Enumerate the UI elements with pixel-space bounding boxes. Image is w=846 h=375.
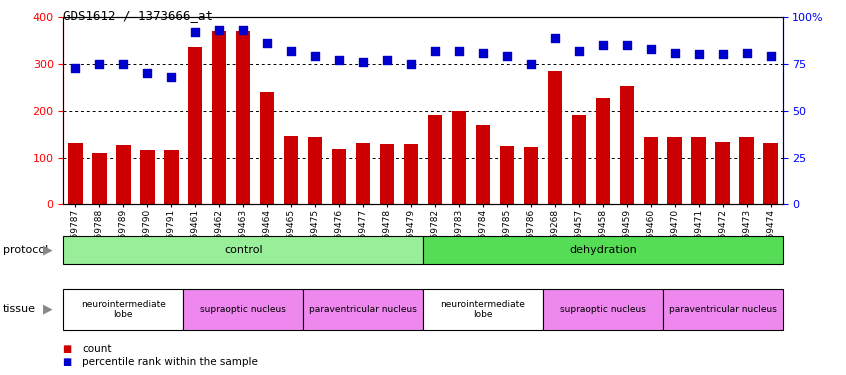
Bar <box>596 98 610 204</box>
Text: paraventricular nucleus: paraventricular nucleus <box>668 305 777 314</box>
Point <box>716 51 729 57</box>
Bar <box>69 144 83 204</box>
Point <box>212 27 226 33</box>
Bar <box>356 144 371 204</box>
Point <box>667 50 681 55</box>
Bar <box>188 47 202 204</box>
Bar <box>691 137 706 204</box>
Text: ■: ■ <box>63 344 76 354</box>
Point <box>261 40 274 46</box>
Bar <box>428 116 442 204</box>
Bar <box>524 147 538 204</box>
Bar <box>236 31 250 204</box>
Point <box>117 61 130 67</box>
Point <box>644 46 657 52</box>
Bar <box>308 137 322 204</box>
Text: supraoptic nucleus: supraoptic nucleus <box>560 305 645 314</box>
Bar <box>619 86 634 204</box>
Point <box>452 48 465 54</box>
Point <box>428 48 442 54</box>
Text: paraventricular nucleus: paraventricular nucleus <box>309 305 417 314</box>
Text: protocol: protocol <box>3 245 47 255</box>
Bar <box>164 150 179 204</box>
Text: count: count <box>82 344 112 354</box>
Point <box>548 34 562 40</box>
Point <box>236 27 250 33</box>
Point <box>189 29 202 35</box>
Bar <box>380 144 394 204</box>
Point <box>380 57 393 63</box>
Text: neurointermediate
lobe: neurointermediate lobe <box>441 300 525 319</box>
Point <box>164 74 178 80</box>
Text: ▶: ▶ <box>43 303 53 316</box>
Bar <box>739 137 754 204</box>
Bar <box>332 149 346 204</box>
Bar <box>212 31 227 204</box>
Point <box>140 70 154 76</box>
Point <box>284 48 298 54</box>
Point <box>596 42 609 48</box>
Point <box>476 50 490 55</box>
Bar <box>116 145 130 204</box>
Point <box>69 64 82 70</box>
Point <box>308 53 321 59</box>
Text: dehydration: dehydration <box>569 245 637 255</box>
Bar <box>260 92 274 204</box>
Bar <box>547 71 562 204</box>
Text: ▶: ▶ <box>43 244 53 257</box>
Bar <box>500 146 514 204</box>
Bar <box>475 124 490 204</box>
Text: ■: ■ <box>63 357 76 367</box>
Text: GDS1612 / 1373666_at: GDS1612 / 1373666_at <box>63 9 213 22</box>
Bar <box>452 111 466 204</box>
Bar <box>644 137 658 204</box>
Point <box>620 42 634 48</box>
Point <box>572 48 585 54</box>
Text: supraoptic nucleus: supraoptic nucleus <box>201 305 286 314</box>
Point <box>92 61 106 67</box>
Bar <box>763 144 777 204</box>
Bar <box>92 153 107 204</box>
Text: control: control <box>224 245 262 255</box>
Text: neurointermediate
lobe: neurointermediate lobe <box>81 300 166 319</box>
Text: percentile rank within the sample: percentile rank within the sample <box>82 357 258 367</box>
Point <box>739 50 753 55</box>
Bar <box>404 144 418 204</box>
Bar <box>284 136 299 204</box>
Text: tissue: tissue <box>3 304 36 314</box>
Point <box>500 53 514 59</box>
Bar <box>667 137 682 204</box>
Point <box>356 59 370 65</box>
Bar <box>716 142 730 204</box>
Bar <box>572 116 586 204</box>
Point <box>332 57 346 63</box>
Bar <box>140 150 155 204</box>
Point <box>764 53 777 59</box>
Point <box>524 61 537 67</box>
Point <box>404 61 418 67</box>
Point <box>692 51 706 57</box>
